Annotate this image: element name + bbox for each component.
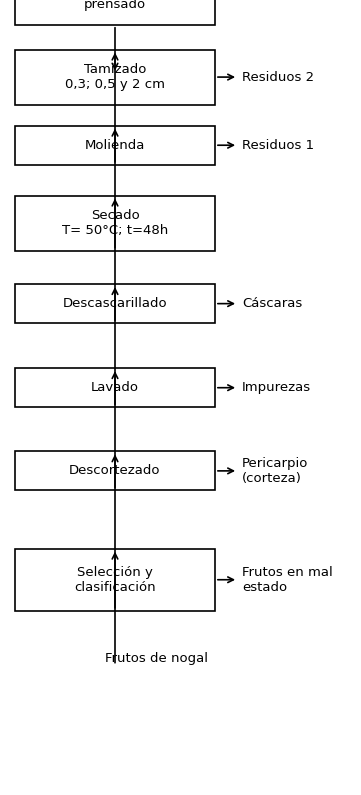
Text: Selección y
clasificación: Selección y clasificación: [74, 566, 156, 594]
Bar: [15, 0, 215, 25]
Text: Frutos en mal
estado: Frutos en mal estado: [242, 566, 333, 594]
Bar: [15, 284, 215, 323]
Text: Impurezas: Impurezas: [242, 381, 311, 394]
Bar: [15, 126, 215, 165]
Bar: [15, 368, 215, 407]
Text: Frutos de nogal: Frutos de nogal: [105, 652, 208, 665]
Text: Residuos 2: Residuos 2: [242, 71, 314, 83]
Text: Secado
T= 50°C; t=48h: Secado T= 50°C; t=48h: [62, 209, 168, 237]
Text: Extracción por
prensado: Extracción por prensado: [67, 0, 163, 11]
Text: Lavado: Lavado: [91, 381, 139, 394]
Bar: [15, 549, 215, 611]
Text: Descortezado: Descortezado: [69, 464, 161, 477]
Bar: [15, 49, 215, 104]
Bar: [15, 196, 215, 250]
Text: Residuos 1: Residuos 1: [242, 138, 314, 152]
Text: Torta: Torta: [242, 0, 275, 2]
Text: Tamizado
0,3; 0,5 y 2 cm: Tamizado 0,3; 0,5 y 2 cm: [65, 63, 165, 91]
Text: Cáscaras: Cáscaras: [242, 297, 302, 310]
Text: Descascarillado: Descascarillado: [63, 297, 167, 310]
Bar: [15, 452, 215, 491]
Text: Molienda: Molienda: [85, 138, 145, 152]
Text: Pericarpio
(corteza): Pericarpio (corteza): [242, 457, 308, 485]
